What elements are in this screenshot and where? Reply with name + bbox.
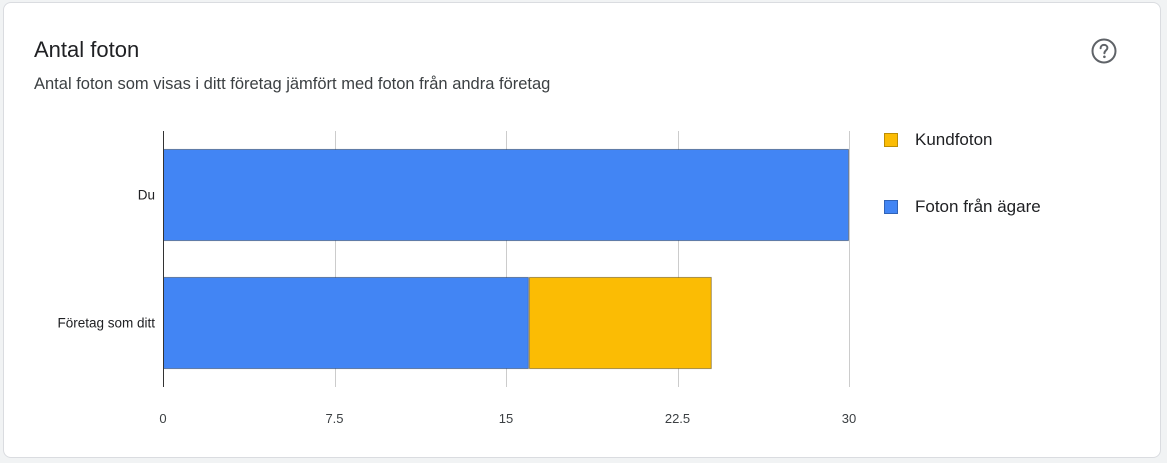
legend-label-foton-fran-agare: Foton från ägare [915, 197, 1041, 216]
category-label-0: Du [138, 188, 155, 203]
bar-0-0 [163, 148, 849, 242]
legend-swatch-kundfoton [884, 133, 898, 147]
legend-item-foton-fran-agare[interactable]: Foton från ägare [884, 197, 1041, 217]
bar-1-1 [528, 276, 712, 370]
bar-1-0 [163, 276, 529, 370]
card-title: Antal foton [34, 37, 140, 62]
x-tick-label-2: 15 [499, 411, 513, 426]
legend-label-kundfoton: Kundfoton [915, 130, 993, 149]
x-tick-label-1: 7.5 [325, 411, 343, 426]
legend-item-kundfoton[interactable]: Kundfoton [884, 130, 993, 150]
x-tick-label-0: 0 [159, 411, 166, 426]
category-label-1: Företag som ditt [57, 316, 155, 331]
x-tick-label-3: 22.5 [665, 411, 690, 426]
help-button[interactable] [1088, 35, 1120, 67]
legend-swatch-foton-fran-agare [884, 200, 898, 214]
card-subtitle: Antal foton som visas i ditt företag jäm… [34, 75, 551, 93]
help-circle-icon [1091, 38, 1117, 64]
x-tick-label-4: 30 [842, 411, 856, 426]
